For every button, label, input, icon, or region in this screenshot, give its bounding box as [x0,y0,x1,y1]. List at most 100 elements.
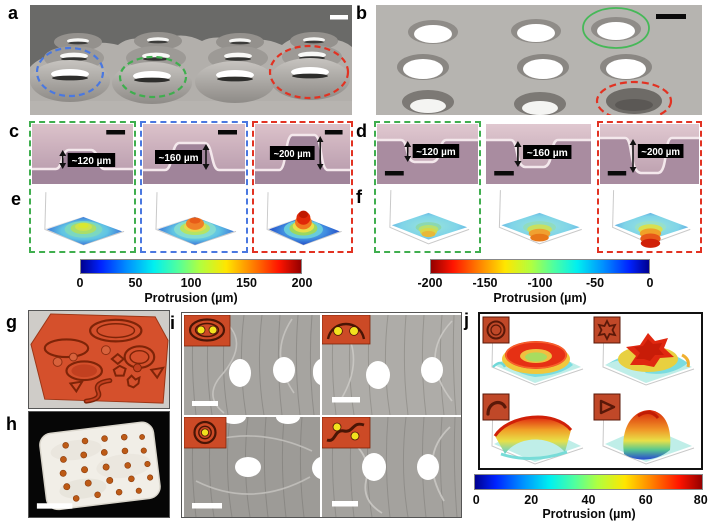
sem-cell-ellipse-ring [184,315,320,415]
inset-triangle-icon [593,393,621,421]
panel-c-optical-3: ~200 µm [255,124,350,184]
dot-array [59,433,154,502]
inset-star-icon [593,316,621,344]
tick: -100 [527,276,553,290]
panel-d-optical-2: ~160 µm [486,124,591,184]
box-c3-red [252,121,353,253]
cad-shapes [43,318,156,382]
panel-label-g: g [6,312,17,332]
scale-bar [332,501,358,507]
panel-label-e: e [11,189,22,209]
tick: 80 [693,493,708,507]
panel-j-surface-grid [478,312,703,470]
colorbar-label: Protrusion (µm) [542,507,636,521]
panel-d-optical-3: ~200 µm [600,124,699,184]
measurement-label: ~160 µm [527,148,568,159]
scale-bar [324,130,343,135]
panel-label-h: h [6,414,17,434]
tick: 100 [180,276,202,290]
panel-i-sem-grid [181,312,462,518]
panel-label-c: c [9,121,20,141]
tick: 50 [128,276,143,290]
sem-cell-arc-pair [322,315,461,415]
panel-f-surface-3 [600,186,699,250]
colorbar-ticks: 0 20 40 60 80 [472,493,708,507]
box-c2-blue [140,121,248,253]
tick: 0 [472,493,480,507]
panel-c-optical-1: ~120 µm [32,124,133,184]
measurement-label: ~120 µm [416,147,456,158]
scale-bar [494,171,514,176]
surface-plot-triangle [592,392,702,470]
highlight-ellipse-red [268,44,350,100]
colorbar-gradient [80,259,302,274]
tick: 40 [581,493,596,507]
tick: 0 [646,276,654,290]
colorbar-gradient [430,259,650,274]
dimple-holes [397,17,662,115]
scale-bar [106,130,126,135]
panel-a-sem-image [30,5,352,115]
panel-label-a: a [8,3,19,23]
surface-plot-star [592,315,702,391]
scale-bar [192,503,222,509]
colorbar-ticks: 0 50 100 150 200 [76,276,313,290]
measurement-label: ~200 µm [641,147,680,158]
surface-plot-arc [481,392,591,470]
highlight-ellipse-red [595,80,673,115]
tick: -150 [472,276,498,290]
inset-s-curve-two-dots-icon [322,417,371,449]
cad-spheres [52,345,111,367]
tick: -50 [585,276,605,290]
surface-plot-ring [481,315,591,391]
plot-axes [44,192,125,246]
panel-c-optical-2: ~160 µm [143,124,245,184]
scale-bar [330,15,348,20]
scale-bar [607,171,627,176]
tick: 60 [638,493,653,507]
inset-arc-icon [482,393,510,421]
panel-f-surface-1 [377,186,478,250]
measurement-label: ~200 µm [274,149,311,160]
colorbar-gradient [474,474,703,490]
highlight-ellipse-green [582,7,650,49]
inset-ellipse-ring-two-dots-icon [184,315,231,347]
inset-arc-two-dots-icon [322,315,371,345]
box-c1-green [29,121,136,253]
dome-row-back [54,32,338,51]
inset-circle-ring-one-dot-icon [184,417,227,449]
sample-slab [39,421,161,511]
colorbar-label: Protrusion (µm) [144,291,238,305]
panel-label-b: b [356,3,367,23]
panel-h-photo [28,411,170,518]
panel-label-i: i [170,313,176,333]
scale-bar [36,503,73,509]
panel-label-j: j [464,310,470,330]
scale-bar [332,397,360,403]
highlight-ellipse-blue [35,46,105,98]
highlight-ellipse-green [118,55,188,99]
sem-cell-s-curve [322,417,461,517]
panel-e-surface-3 [255,186,350,250]
inset-ring-icon [482,316,510,344]
colorbar-label: Protrusion (µm) [493,291,587,305]
measurement-label: ~160 µm [159,153,199,164]
scale-bar [656,14,686,19]
panel-f-surface-2 [486,186,591,250]
panel-label-d: d [356,121,367,141]
measurement-label: ~120 µm [72,156,112,167]
sem-cell-circle-ring [184,417,320,517]
panel-e-surface-2 [143,186,245,250]
tick: -200 [417,276,443,290]
tick: 200 [291,276,313,290]
scale-bar [384,171,404,176]
cad-polygons [68,352,166,394]
tick: 20 [524,493,539,507]
tick: 0 [76,276,84,290]
box-d1-green [374,121,481,253]
panel-g-cad-image [28,310,170,409]
panel-b-sem-image [376,5,702,115]
scale-bar [192,401,218,406]
scale-bar [218,130,237,135]
